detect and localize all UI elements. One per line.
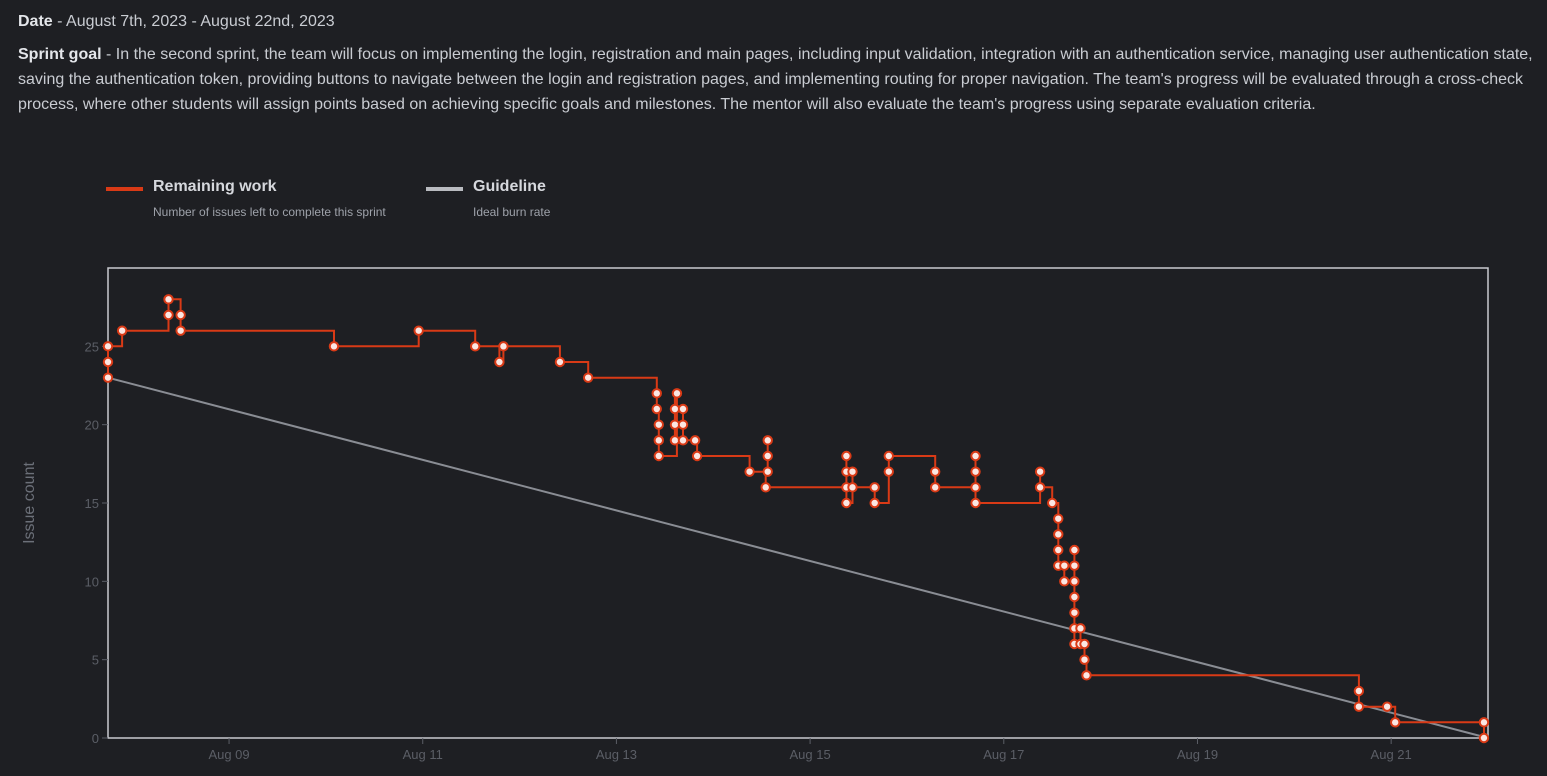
remaining-work-point xyxy=(651,388,662,399)
remaining-work-point xyxy=(929,466,941,477)
remaining-work-point xyxy=(102,356,114,368)
legend-desc-remaining: Number of issues left to complete this s… xyxy=(153,205,386,219)
remaining-work-point xyxy=(498,341,509,352)
remaining-work-point xyxy=(677,435,689,446)
remaining-work-point xyxy=(762,435,773,446)
legend-swatch-remaining xyxy=(106,187,143,191)
x-tick-label: Aug 15 xyxy=(790,747,831,762)
goal-label: Sprint goal xyxy=(18,46,102,63)
y-tick-label: 15 xyxy=(85,496,99,511)
remaining-work-point xyxy=(1079,638,1090,650)
remaining-work-point xyxy=(1353,685,1365,697)
y-tick-label: 5 xyxy=(92,653,99,668)
remaining-work-point xyxy=(1069,560,1080,571)
remaining-work-point xyxy=(970,482,981,493)
remaining-work-point xyxy=(883,466,894,477)
remaining-work-point xyxy=(677,419,689,430)
remaining-work-point xyxy=(883,450,894,462)
remaining-work-point xyxy=(1353,701,1365,712)
plot-frame xyxy=(107,267,1489,739)
remaining-work-point xyxy=(1075,623,1086,634)
legend-title-guideline: Guideline xyxy=(473,178,546,195)
remaining-work-point xyxy=(653,435,664,446)
remaining-work-point xyxy=(1053,544,1064,556)
remaining-work-point xyxy=(1081,670,1092,681)
remaining-work-point xyxy=(744,466,755,477)
remaining-work-point xyxy=(1478,732,1490,744)
remaining-work-point xyxy=(869,482,880,493)
y-axis-label: Issue count xyxy=(21,462,38,544)
remaining-work-point xyxy=(175,309,186,321)
legend-desc-guideline: Ideal burn rate xyxy=(473,205,551,219)
remaining-work-point xyxy=(970,497,981,509)
remaining-work-line xyxy=(107,298,1485,738)
remaining-work-point xyxy=(102,372,114,383)
x-tick-label: Aug 21 xyxy=(1371,747,1412,762)
remaining-work-point xyxy=(847,482,858,493)
legend-swatch-guideline xyxy=(426,187,463,191)
remaining-work-point xyxy=(970,466,981,477)
remaining-work-point xyxy=(1034,466,1046,477)
remaining-work-point xyxy=(554,356,566,368)
x-tick-label: Aug 13 xyxy=(596,747,637,762)
guideline-line xyxy=(107,376,1489,739)
y-tick-label: 10 xyxy=(85,574,99,589)
x-tick-label: Aug 19 xyxy=(1177,747,1218,762)
remaining-work-point xyxy=(1079,654,1090,665)
remaining-work-point xyxy=(1381,701,1393,712)
remaining-work-point xyxy=(869,497,880,509)
remaining-work-point xyxy=(1059,576,1070,587)
date-line: Date - August 7th, 2023 - August 22nd, 2… xyxy=(18,9,1533,34)
remaining-work-point xyxy=(494,356,505,368)
remaining-work-point xyxy=(163,309,174,321)
remaining-work-point xyxy=(1069,576,1080,587)
remaining-work-point xyxy=(102,341,114,352)
remaining-work-point xyxy=(929,482,941,493)
remaining-work-point xyxy=(1047,497,1058,509)
remaining-work-point xyxy=(651,403,662,415)
remaining-work-point xyxy=(1389,717,1401,728)
remaining-work-point xyxy=(691,450,703,462)
remaining-work-point xyxy=(689,435,701,446)
remaining-work-point xyxy=(970,450,981,462)
x-tick-label: Aug 09 xyxy=(208,747,249,762)
goal-line: Sprint goal - In the second sprint, the … xyxy=(18,42,1533,117)
remaining-work-point xyxy=(762,450,773,462)
remaining-work-point xyxy=(582,372,594,383)
remaining-work-point xyxy=(841,450,852,462)
remaining-work-point xyxy=(1053,513,1064,524)
remaining-work-point xyxy=(1059,560,1070,571)
remaining-work-point xyxy=(1069,544,1080,556)
remaining-work-point xyxy=(677,403,689,415)
x-tick-label: Aug 17 xyxy=(983,747,1024,762)
remaining-work-point xyxy=(175,325,186,336)
remaining-work-point xyxy=(1034,482,1046,493)
remaining-work-point xyxy=(413,325,424,336)
remaining-work-point xyxy=(760,482,771,493)
remaining-work-point xyxy=(163,294,174,305)
remaining-work-point xyxy=(653,450,664,462)
remaining-work-point xyxy=(1069,607,1080,618)
date-label: Date xyxy=(18,13,53,30)
remaining-work-point xyxy=(653,419,664,430)
x-tick-label: Aug 11 xyxy=(403,747,443,762)
remaining-work-point xyxy=(116,325,128,336)
remaining-work-point xyxy=(841,497,852,509)
sprint-info: Date - August 7th, 2023 - August 22nd, 2… xyxy=(18,9,1533,125)
date-value: - August 7th, 2023 - August 22nd, 2023 xyxy=(52,13,335,30)
remaining-work-point xyxy=(671,388,683,399)
remaining-work-point xyxy=(762,466,773,477)
y-tick-label: 25 xyxy=(85,339,99,354)
remaining-work-point xyxy=(469,341,481,352)
remaining-work-point xyxy=(328,341,340,352)
legend-title-remaining: Remaining work xyxy=(153,178,277,195)
y-tick-label: 0 xyxy=(92,731,99,746)
remaining-work-point xyxy=(1053,529,1064,540)
remaining-work-point xyxy=(1069,591,1080,603)
remaining-work-point xyxy=(847,466,858,477)
y-tick-label: 20 xyxy=(85,418,99,433)
remaining-work-point xyxy=(1478,717,1490,728)
goal-value: - In the second sprint, the team will fo… xyxy=(18,46,1533,113)
